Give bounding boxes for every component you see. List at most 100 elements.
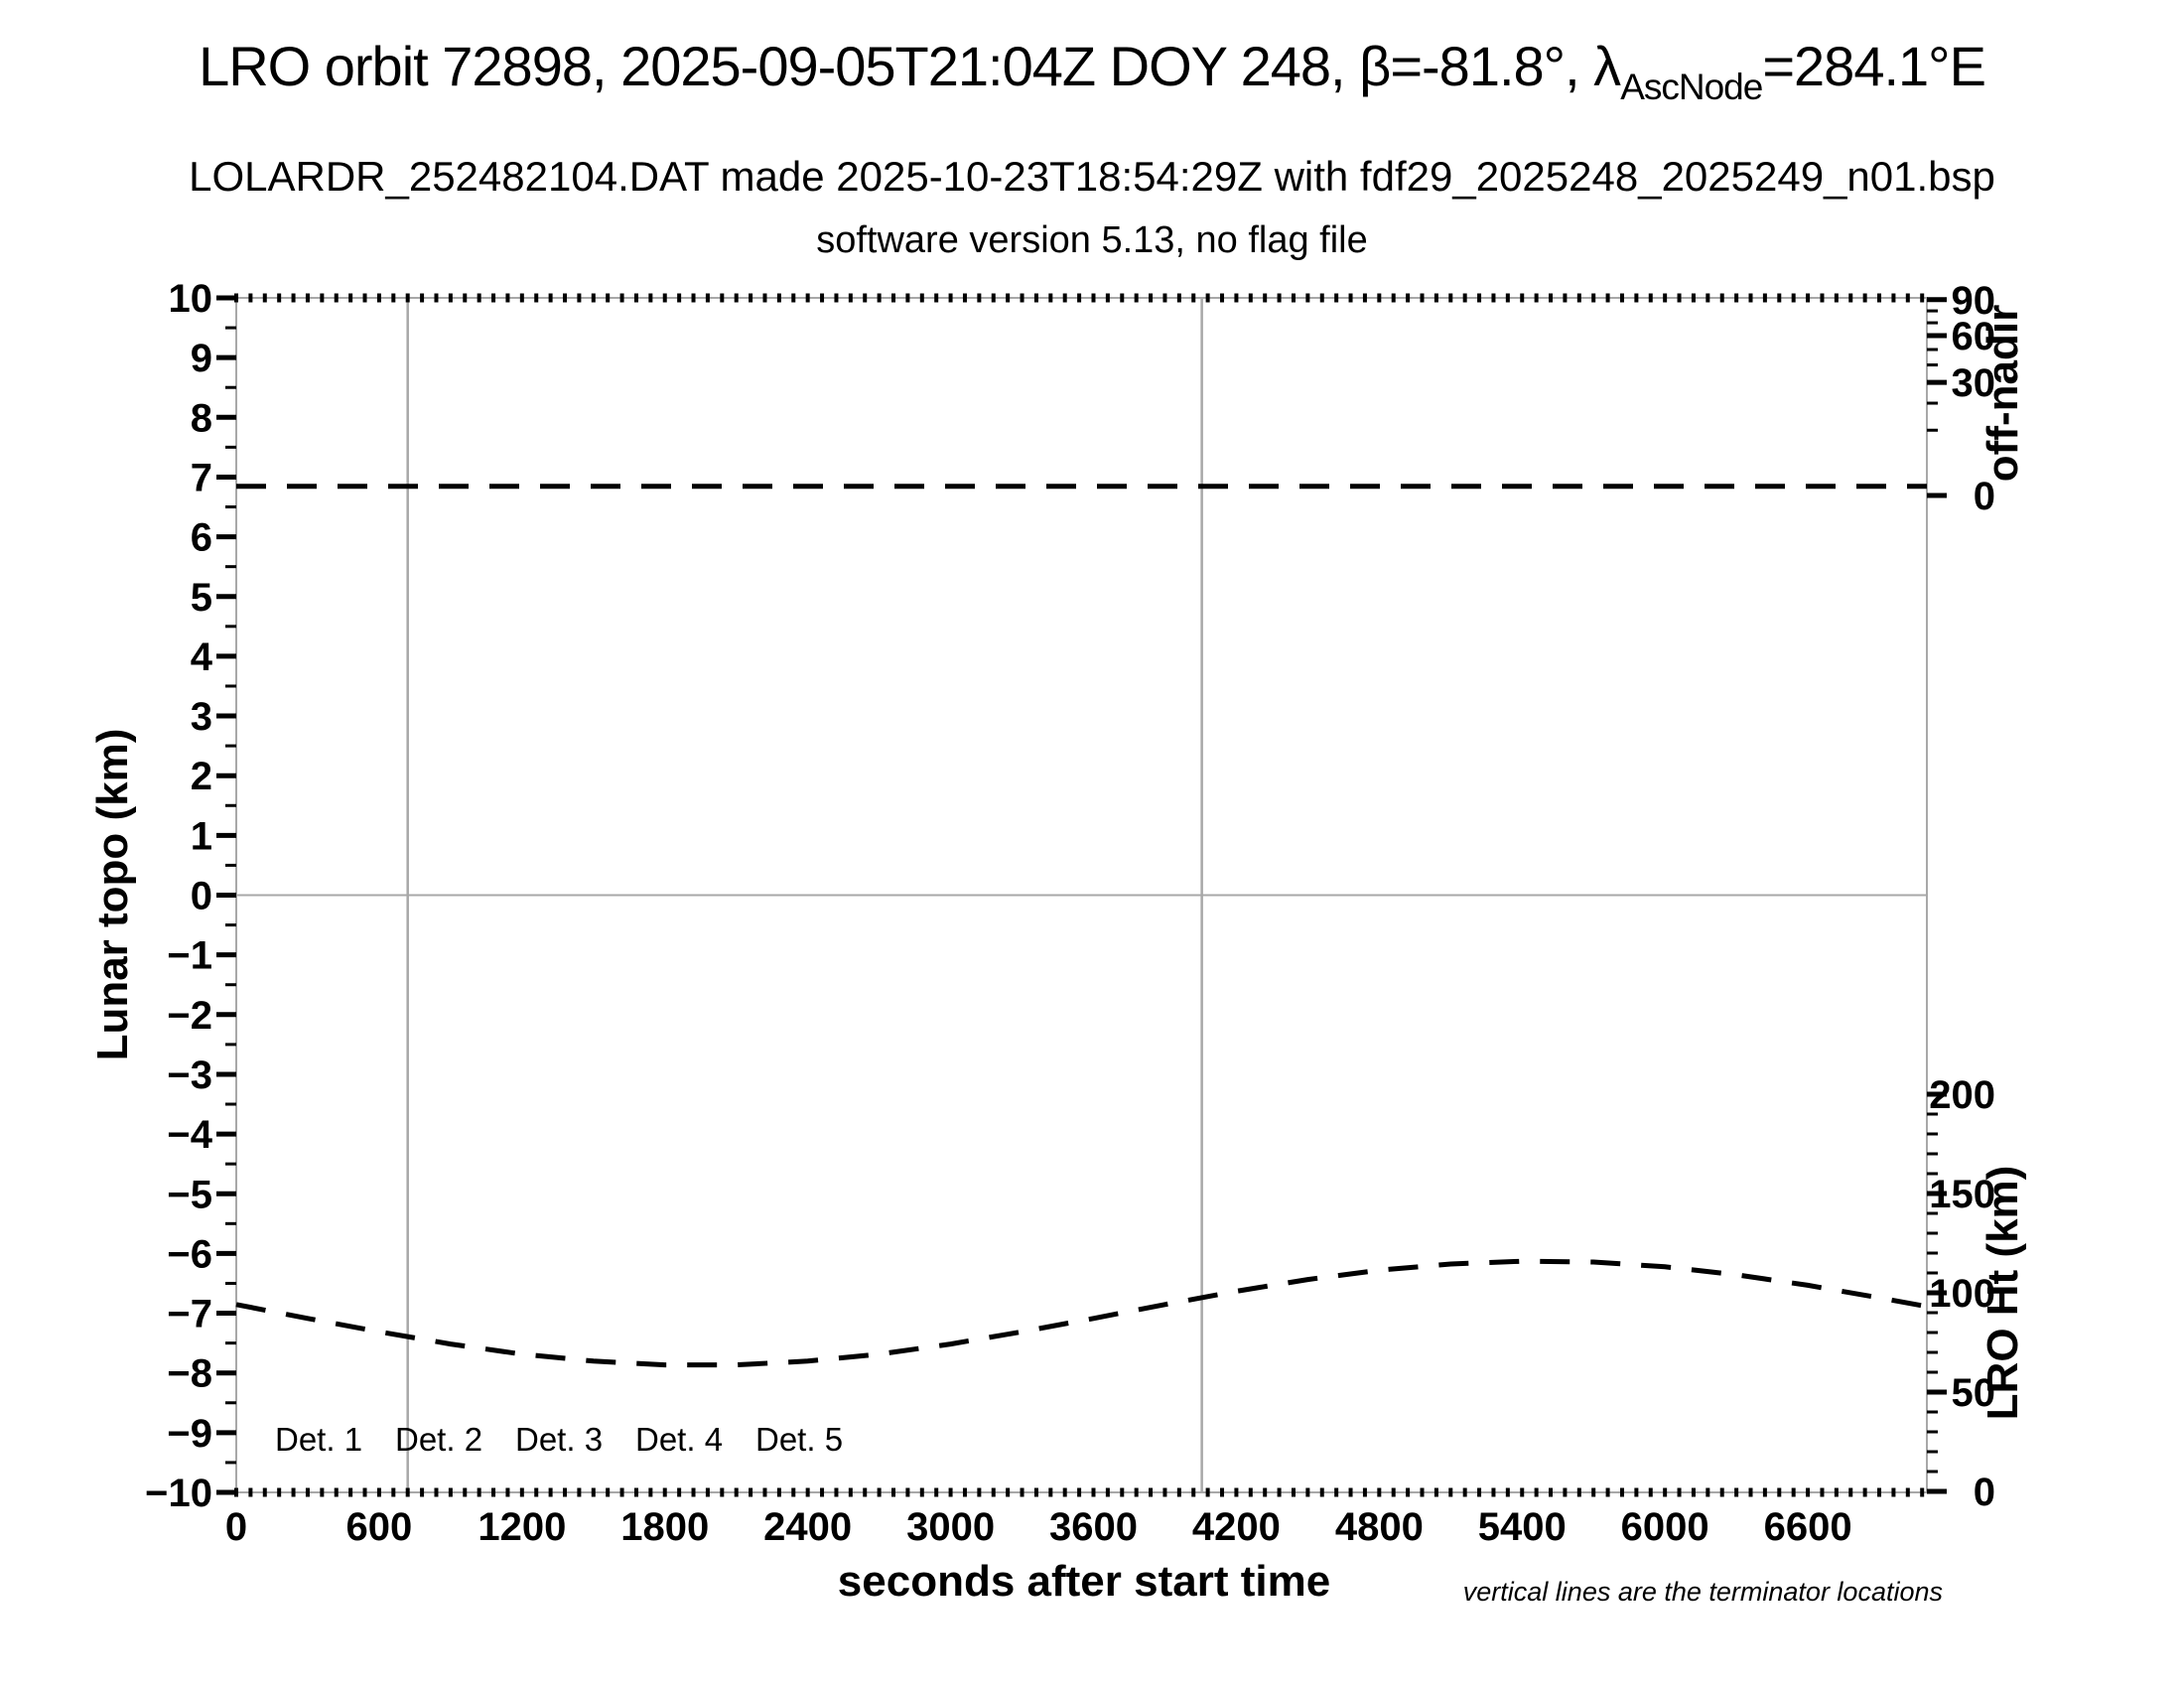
x-tick-dot-bottom xyxy=(376,1487,381,1497)
y-left-tick-label: −9 xyxy=(167,1412,212,1456)
x-tick-dot-top xyxy=(1248,293,1253,303)
x-tick-dot-bottom xyxy=(1176,1487,1181,1497)
x-tick-dot-bottom xyxy=(791,1487,796,1497)
legend-item-det1: Det. 1 xyxy=(275,1421,362,1458)
x-tick-dot-top xyxy=(1549,293,1554,303)
x-tick-dot-bottom xyxy=(1920,1487,1925,1497)
x-tick-dot-bottom xyxy=(891,1487,896,1497)
x-tick-dot-top xyxy=(1305,293,1310,303)
terminator-footnote: vertical lines are the terminator locati… xyxy=(1463,1577,1943,1607)
x-tick-dot-bottom xyxy=(848,1487,853,1497)
x-tick-dot-bottom xyxy=(1263,1487,1268,1497)
x-tick-dot-bottom xyxy=(762,1487,767,1497)
lro-height-curve xyxy=(235,1258,1928,1368)
x-tick-dot-top xyxy=(320,293,325,303)
x-tick-dot-top xyxy=(1505,293,1510,303)
x-tick-dot-bottom xyxy=(662,1487,667,1497)
lro-ht-tick-label: 0 xyxy=(1974,1471,1995,1514)
y-left-tick-label: −10 xyxy=(145,1472,212,1515)
x-tick-label: 3000 xyxy=(906,1505,995,1549)
x-tick-dot-bottom xyxy=(1663,1487,1668,1497)
x-tick-dot-top xyxy=(1791,293,1796,303)
x-tick-dot-bottom xyxy=(1777,1487,1782,1497)
x-tick-dot-bottom xyxy=(1006,1487,1011,1497)
x-tick-dot-top xyxy=(577,293,582,303)
x-tick-dot-top xyxy=(734,293,739,303)
x-tick-dot-top xyxy=(834,293,839,303)
x-tick-dot-top xyxy=(1205,293,1210,303)
x-tick-dot-bottom xyxy=(1319,1487,1324,1497)
x-tick-dot-top xyxy=(1734,293,1739,303)
x-tick-dot-bottom xyxy=(1077,1487,1082,1497)
y-left-tick-label: −3 xyxy=(167,1054,212,1097)
x-tick-dot-bottom xyxy=(1719,1487,1724,1497)
x-tick-dot-bottom xyxy=(1576,1487,1581,1497)
x-tick-dot-bottom xyxy=(1033,1487,1038,1497)
x-tick-dot-bottom xyxy=(434,1487,439,1497)
offnadir-tick-label: 90 xyxy=(1952,279,1996,323)
x-tick-dot-bottom xyxy=(1105,1487,1110,1497)
y-left-tick-label: 6 xyxy=(191,516,212,560)
x-tick-dot-bottom xyxy=(348,1487,353,1497)
x-tick-dot-bottom xyxy=(1291,1487,1296,1497)
x-tick-dot-top xyxy=(1091,293,1096,303)
x-tick-dot-bottom xyxy=(420,1487,425,1497)
x-tick-dot-top xyxy=(1905,293,1910,303)
x-tick-dot-bottom xyxy=(262,1487,267,1497)
x-tick-dot-top xyxy=(1534,293,1539,303)
axis-ticks xyxy=(216,293,1947,1497)
x-tick-dot-bottom xyxy=(1605,1487,1610,1497)
x-tick-dot-bottom xyxy=(391,1487,396,1497)
x-tick-dot-bottom xyxy=(591,1487,596,1497)
x-tick-dot-top xyxy=(934,293,939,303)
x-tick-dot-top xyxy=(1420,293,1425,303)
x-tick-dot-bottom xyxy=(1334,1487,1339,1497)
x-tick-dot-top xyxy=(977,293,982,303)
x-tick-dot-top xyxy=(662,293,667,303)
x-tick-dot-top xyxy=(1491,293,1496,303)
x-tick-label: 6600 xyxy=(1764,1505,1852,1549)
x-tick-dot-bottom xyxy=(277,1487,282,1497)
x-tick-dot-bottom xyxy=(877,1487,882,1497)
x-tick-dot-bottom xyxy=(1191,1487,1196,1497)
x-tick-dot-top xyxy=(919,293,924,303)
x-tick-dot-bottom xyxy=(734,1487,739,1497)
plot-gridlines xyxy=(236,298,1927,1492)
x-tick-dot-top xyxy=(362,293,367,303)
y-left-tick-label: 5 xyxy=(191,576,212,620)
x-tick-dot-top xyxy=(1862,293,1867,303)
x-tick-dot-bottom xyxy=(863,1487,868,1497)
x-tick-dot-bottom xyxy=(805,1487,810,1497)
x-tick-dot-top xyxy=(1520,293,1525,303)
x-tick-dot-bottom xyxy=(1619,1487,1624,1497)
x-tick-dot-bottom xyxy=(1362,1487,1367,1497)
x-tick-dot-top xyxy=(334,293,339,303)
x-tick-dot-bottom xyxy=(1534,1487,1539,1497)
x-tick-dot-bottom xyxy=(1748,1487,1753,1497)
x-tick-dot-top xyxy=(720,293,725,303)
x-tick-dot-top xyxy=(962,293,967,303)
x-tick-dot-top xyxy=(405,293,410,303)
x-tick-dot-bottom xyxy=(1848,1487,1853,1497)
x-tick-dot-top xyxy=(1820,293,1825,303)
x-tick-dot-bottom xyxy=(1433,1487,1438,1497)
x-tick-dot-bottom xyxy=(776,1487,781,1497)
x-tick-dot-top xyxy=(1691,293,1696,303)
x-tick-dot-bottom xyxy=(977,1487,982,1497)
x-tick-dot-bottom xyxy=(1477,1487,1482,1497)
x-tick-dot-bottom xyxy=(548,1487,553,1497)
x-tick-dot-bottom xyxy=(563,1487,568,1497)
x-tick-dot-bottom xyxy=(1048,1487,1053,1497)
x-tick-dot-top xyxy=(863,293,868,303)
y-left-tick-label: 4 xyxy=(191,635,213,679)
x-tick-dot-top xyxy=(1263,293,1268,303)
x-tick-dot-top xyxy=(1806,293,1811,303)
x-tick-dot-top xyxy=(749,293,753,303)
x-tick-dot-top xyxy=(805,293,810,303)
x-tick-dot-top xyxy=(1477,293,1482,303)
x-tick-label: 1800 xyxy=(620,1505,709,1549)
y-left-tick-label: 8 xyxy=(191,396,212,440)
x-tick-dot-bottom xyxy=(1220,1487,1225,1497)
x-tick-dot-bottom xyxy=(305,1487,310,1497)
x-tick-dot-top xyxy=(1634,293,1639,303)
